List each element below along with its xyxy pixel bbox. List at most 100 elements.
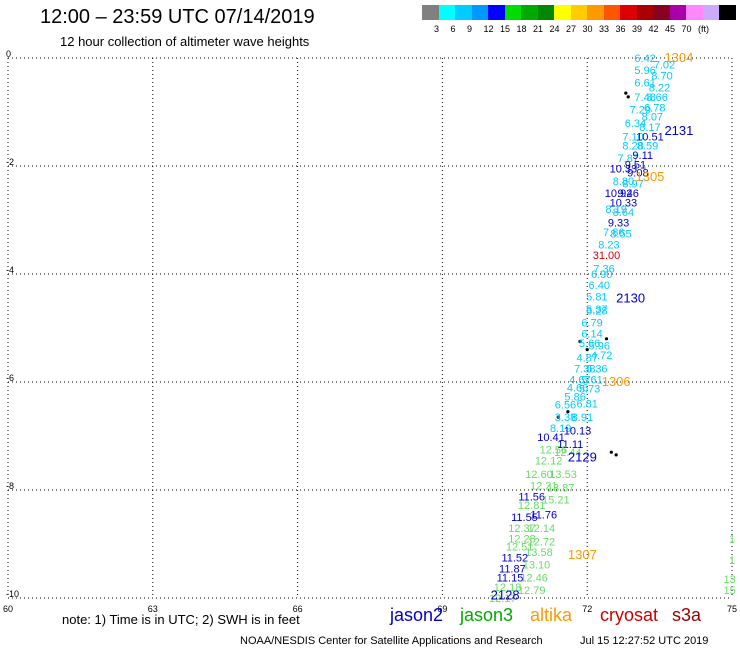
legend-label: 12 bbox=[483, 24, 494, 34]
wave-height-value: 13 bbox=[723, 574, 735, 586]
x-tick-label: 60 bbox=[3, 604, 13, 614]
wave-height-value: 7.86 bbox=[603, 227, 624, 239]
wave-height-value: 8.19 bbox=[605, 204, 626, 216]
land-mark bbox=[604, 337, 609, 341]
legend-swatch bbox=[669, 5, 687, 20]
legend-swatch bbox=[521, 5, 538, 20]
wave-height-value: 12.37 bbox=[508, 523, 536, 535]
legend-label: 15 bbox=[500, 24, 511, 34]
wave-height-value: 9.08 bbox=[627, 167, 648, 179]
wave-height-value: 5.36 bbox=[586, 364, 607, 376]
wave-height-value: 3.38 bbox=[555, 412, 576, 424]
wave-height-value: 15 bbox=[723, 585, 735, 597]
legend-swatch bbox=[686, 5, 703, 20]
wave-height-value: 11.87 bbox=[499, 563, 526, 575]
legend-swatch bbox=[570, 5, 588, 20]
y-tick-label: -2 bbox=[6, 157, 14, 167]
wave-height-value: 6.81 bbox=[576, 399, 597, 411]
wave-height-value: 12.44 bbox=[554, 447, 582, 459]
wave-height-value: 5.86 bbox=[564, 392, 585, 404]
wave-height-value: 6.28 bbox=[586, 306, 607, 318]
wave-height-value: 12.60 bbox=[525, 469, 553, 481]
legend-label: 27 bbox=[566, 24, 577, 34]
legend-swatch bbox=[653, 5, 670, 20]
wave-height-value: 12.79 bbox=[518, 585, 546, 597]
legend-label: 6 bbox=[450, 24, 456, 34]
wave-height-value: 7.10 bbox=[622, 131, 643, 143]
wave-height-value: 5.96 bbox=[589, 340, 610, 352]
wave-height-value: 12.46 bbox=[520, 572, 548, 584]
track-label: 2128 bbox=[491, 587, 520, 602]
wave-height-value: 1 bbox=[729, 555, 735, 567]
legend-label: 21 bbox=[533, 24, 544, 34]
y-tick-label: -4 bbox=[6, 265, 14, 275]
wave-height-value: 10.13 bbox=[564, 426, 592, 438]
track-label: 1304 bbox=[664, 50, 693, 65]
satellite-name: jason3 bbox=[460, 605, 514, 625]
wave-height-value: 15.21 bbox=[542, 495, 570, 507]
wave-height-value: 9.46 bbox=[618, 188, 639, 200]
legend-unit: (ft) bbox=[698, 24, 709, 34]
wave-height-value: 8.91 bbox=[572, 412, 593, 424]
legend-label: 36 bbox=[615, 24, 626, 34]
wave-height-value: 13.87 bbox=[547, 482, 575, 494]
wave-height-value: 11.76 bbox=[530, 509, 557, 521]
land-mark bbox=[556, 415, 560, 419]
wave-height-value: 12.72 bbox=[528, 536, 556, 548]
legend-swatch bbox=[488, 5, 505, 20]
wave-height-value: 12.56 bbox=[540, 445, 568, 457]
wave-height-value: 7.36 bbox=[593, 264, 614, 276]
footnote: note: 1) Time is in UTC; 2) SWH is in fe… bbox=[62, 612, 300, 627]
wave-height-value: 8.80 bbox=[613, 176, 634, 188]
footer-credit: NOAA/NESDIS Center for Satellite Applica… bbox=[240, 635, 543, 647]
wave-height-value: 6.34 bbox=[625, 118, 646, 130]
track-label: 1306 bbox=[602, 374, 631, 389]
wave-height-value: 4.72 bbox=[591, 350, 612, 362]
land-mark bbox=[614, 453, 618, 457]
legend-swatch bbox=[537, 5, 555, 20]
legend-swatch bbox=[620, 5, 637, 20]
wave-height-value: 10.92 bbox=[605, 188, 633, 200]
y-tick-label: -8 bbox=[6, 481, 14, 491]
track-label: 1305 bbox=[635, 169, 664, 184]
x-tick-label: 75 bbox=[727, 604, 737, 614]
land-mark bbox=[626, 95, 630, 99]
legend-label: 42 bbox=[648, 24, 659, 34]
wave-height-value: 8.70 bbox=[651, 70, 672, 82]
wave-height-value: 10.33 bbox=[610, 164, 638, 176]
satellite-name: altika bbox=[530, 605, 573, 625]
y-tick-label: 0 bbox=[6, 49, 11, 59]
wave-height-value: 8.64 bbox=[613, 207, 634, 219]
land-mark bbox=[566, 410, 570, 414]
wave-height-value: 8.19 bbox=[550, 423, 571, 435]
wave-height-value: 5.61 bbox=[581, 374, 602, 386]
wave-height-value: 8.28 bbox=[622, 140, 643, 152]
legend-label: 30 bbox=[582, 24, 593, 34]
wave-height-value: 13.10 bbox=[523, 560, 551, 572]
wave-height-value: 6.78 bbox=[644, 103, 665, 115]
legend-label: 3 bbox=[434, 24, 440, 34]
legend-label: 45 bbox=[665, 24, 676, 34]
wave-height-value: 8.66 bbox=[646, 92, 667, 104]
legend-label: 39 bbox=[632, 24, 643, 34]
wave-height-value: 5.66 bbox=[579, 338, 600, 350]
land-mark bbox=[578, 339, 582, 344]
wave-height-value: 11.55 bbox=[511, 512, 538, 524]
satellite-name: cryosat bbox=[600, 605, 659, 625]
legend-swatch bbox=[438, 5, 456, 20]
satellite-name: jason2 bbox=[390, 605, 444, 625]
land-mark bbox=[585, 348, 589, 352]
y-tick-label: -10 bbox=[6, 589, 19, 599]
wave-height-value: 5.81 bbox=[586, 292, 607, 304]
wave-height-value: 7.87 bbox=[618, 153, 639, 165]
legend-swatch bbox=[422, 5, 439, 20]
wave-height-value: 6.79 bbox=[581, 318, 602, 330]
wave-height-value: 6.56 bbox=[555, 400, 576, 412]
wave-height-value: 7.48 bbox=[634, 92, 655, 104]
x-tick-label: 72 bbox=[582, 604, 592, 614]
wave-height-value: 5.37 bbox=[586, 304, 607, 316]
footer-timestamp: Jul 15 12:27:52 UTC 2019 bbox=[580, 635, 709, 647]
satellite-name: s3a bbox=[672, 605, 702, 625]
track-label: 1307 bbox=[568, 547, 597, 562]
